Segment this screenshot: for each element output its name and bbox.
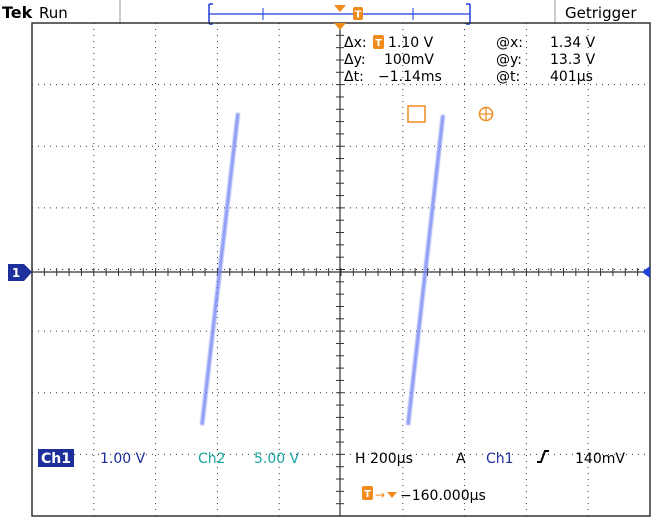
at-x-label: @x: [496,35,523,51]
ch2-scale[interactable]: 5.00 V [254,451,300,467]
trigger-offset-down-icon [387,492,397,498]
brand-logo: Tek [2,3,33,22]
run-status: Run [39,4,68,22]
delta-y-label: Δy: [344,52,366,68]
ch1-badge[interactable] [38,449,74,467]
channel-1-marker-label: 1 [12,266,20,280]
at-t-value: 401µs [550,69,593,85]
trigger-point-icon [334,23,346,30]
ch1-scale[interactable]: 1.00 V [100,451,146,467]
at-t-label: @t: [496,69,520,85]
record-view-bar[interactable]: T [208,3,471,25]
at-y-label: @y: [496,52,522,68]
horizontal-scale[interactable]: H 200µs [355,451,413,467]
trigger-position-arrow-icon [334,5,346,12]
trigger-t-label: T [355,10,362,21]
delta-x-label: Δx: [344,35,367,51]
ch1-label: Ch1 [41,451,71,467]
rising-edge-icon [537,450,549,463]
trigger-offset[interactable]: −160.000µs [400,488,486,504]
trigger-level[interactable]: 140mV [575,451,625,467]
trigger-level-icon[interactable] [642,266,650,278]
trigger-offset-t-label: T [364,489,371,500]
delta-y-value: 100mV [384,52,434,68]
ch2-label[interactable]: Ch2 [198,451,226,467]
cursor-t-badge-label: T [375,38,382,49]
trigger-offset-arrow-icon: → [375,488,385,502]
trigger-status: Getrigger [565,4,637,22]
at-x-value: 1.34 V [550,35,596,51]
cursor-box-icon[interactable] [407,105,426,123]
trigger-offset-t-icon [362,486,373,500]
at-y-value: 13.3 V [550,52,596,68]
cursor-t-badge-icon [373,35,384,49]
delta-t-label: Δt: [344,69,364,85]
trigger-t-icon [353,7,363,20]
delta-t-value: −1.14ms [378,69,442,85]
channel-1-marker[interactable]: 1 [8,264,32,281]
cursor-readout: Δx: T 1.10 V @x: 1.34 V Δy: 100mV @y: 13… [344,35,596,85]
delta-x-value: 1.10 V [388,35,434,51]
header-bar: Tek Run T Getrigger [2,0,637,25]
trigger-mode[interactable]: A [456,451,466,467]
status-readout: Ch1 1.00 V Ch2 5.00 V H 200µs A Ch1 140m… [38,449,625,504]
hysteresis-trace [170,111,495,430]
trigger-source[interactable]: Ch1 [486,451,514,467]
cursor-markers[interactable] [407,105,494,123]
